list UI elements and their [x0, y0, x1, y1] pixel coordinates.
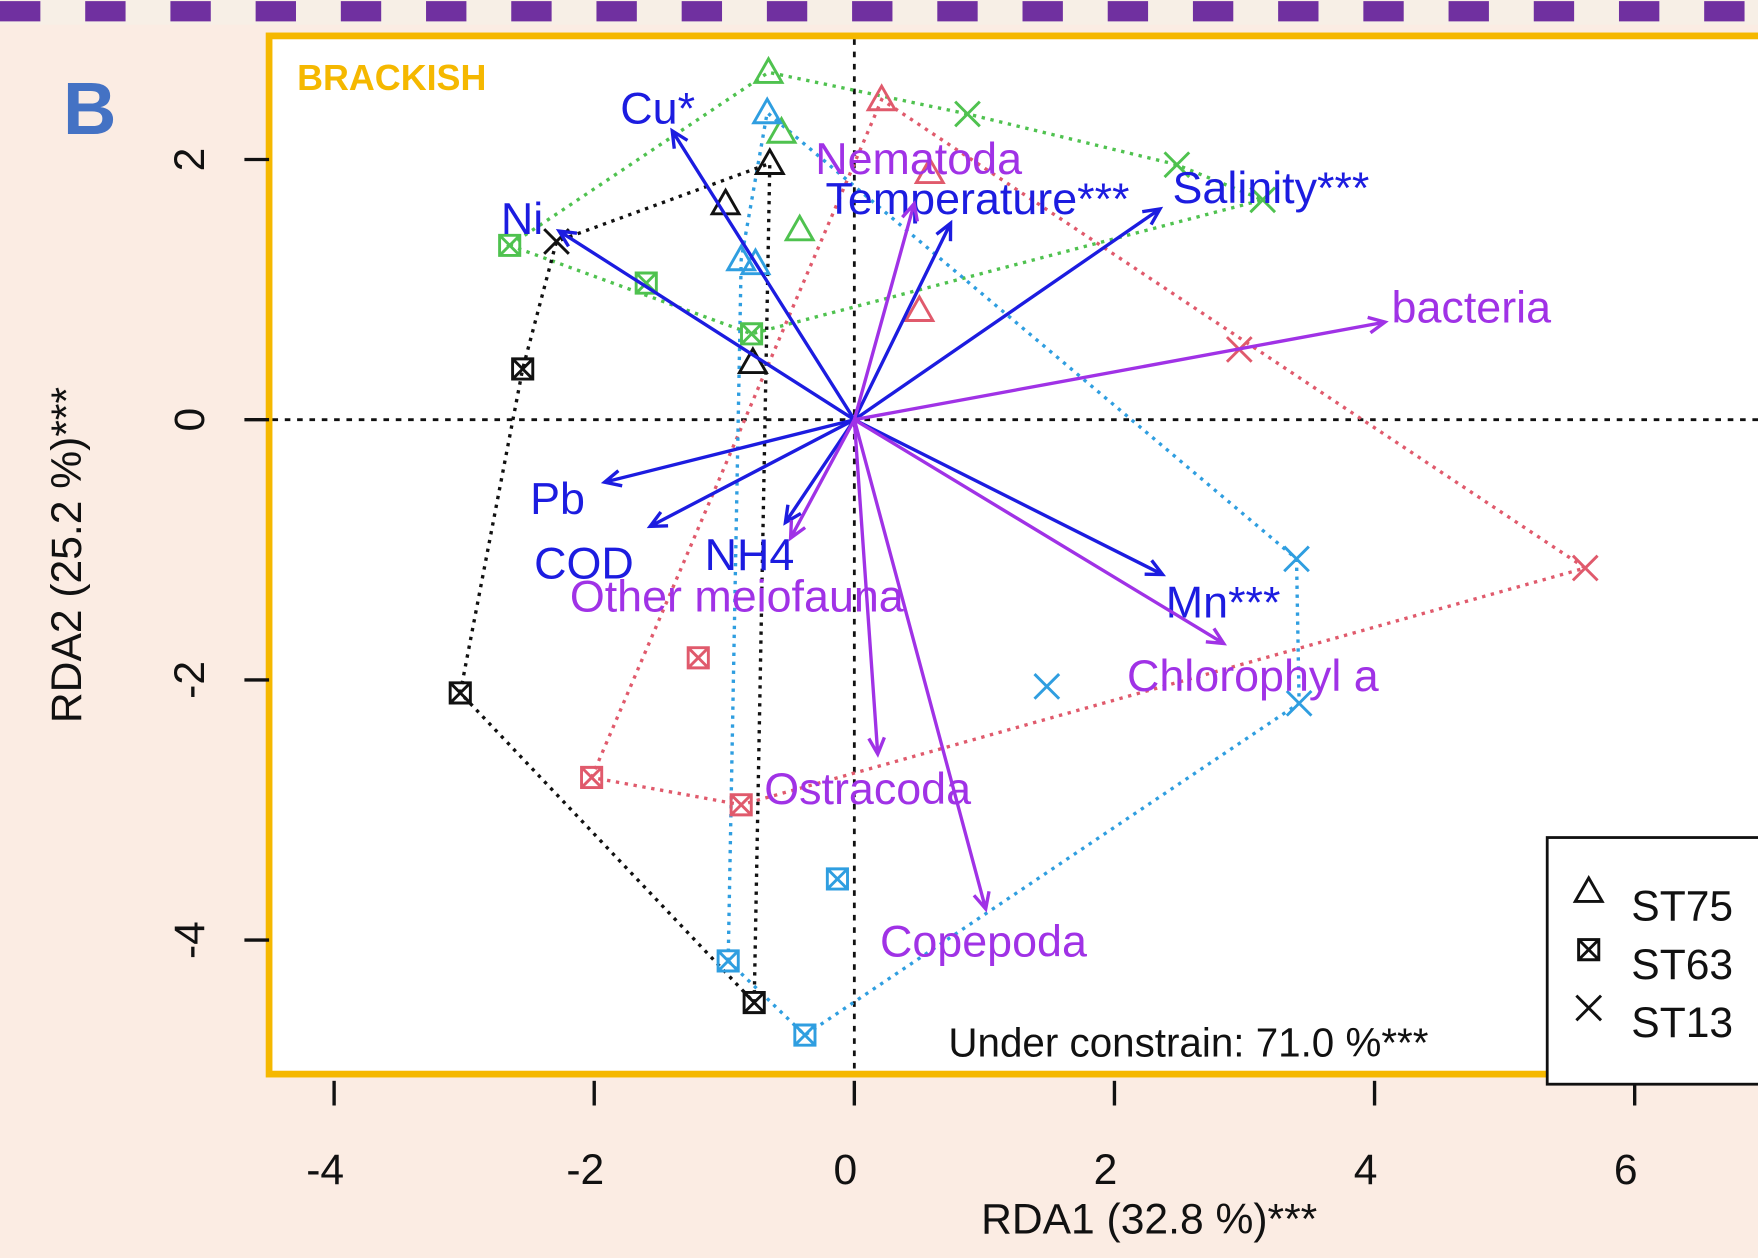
point	[913, 156, 946, 185]
legend-label: ST63	[1631, 941, 1733, 989]
plot-frame	[265, 32, 1758, 1078]
point	[716, 949, 740, 973]
point	[954, 100, 981, 128]
point	[793, 1023, 817, 1047]
point	[448, 681, 472, 705]
legend: ST75 ST63 ST13	[1545, 836, 1758, 1086]
point	[1571, 554, 1599, 582]
y-tick-label: 2	[166, 148, 214, 172]
vector-arrow	[788, 418, 856, 542]
vector-arrow	[852, 419, 991, 913]
point	[1163, 151, 1191, 179]
point	[865, 83, 898, 112]
legend-marker	[1575, 994, 1603, 1022]
vector-label: Temperature***	[825, 173, 1129, 224]
vector-arrow	[853, 418, 1167, 577]
chart-title: BRACKISH	[297, 58, 486, 98]
vector-label: Ni	[501, 193, 543, 244]
point	[686, 646, 710, 670]
point	[742, 991, 766, 1015]
point	[1283, 545, 1310, 573]
group-hull	[458, 160, 772, 1007]
vector-label: Pb	[530, 473, 585, 524]
vector-label: Salinity***	[1173, 162, 1370, 213]
vector-arrow	[853, 418, 1228, 646]
point	[753, 147, 786, 175]
vector-label: Copepoda	[880, 916, 1087, 967]
point	[740, 322, 764, 346]
point	[725, 243, 758, 272]
point	[765, 115, 798, 144]
y-axis-title: RDA2 (25.2 %)***	[43, 387, 91, 723]
vector-arrow	[852, 200, 920, 421]
x-tick-label: 2	[1094, 1146, 1118, 1194]
legend-label: ST13	[1631, 999, 1733, 1047]
legend-label: ST75	[1631, 883, 1733, 931]
vector-arrow	[854, 315, 1389, 422]
point	[1033, 673, 1061, 700]
vector-label: NH4	[705, 529, 795, 580]
point	[752, 55, 785, 84]
vector-arrow	[852, 219, 953, 421]
y-tick-label: -2	[166, 661, 214, 699]
point	[1249, 186, 1277, 214]
point	[825, 867, 849, 891]
vector-arrow	[852, 419, 886, 758]
vector-label: COD	[534, 538, 634, 589]
point	[729, 793, 753, 817]
x-axis-title: RDA1 (32.8 %)***	[981, 1195, 1317, 1243]
vector-label: Nematoda	[815, 133, 1022, 184]
annotation: Under constrain: 71.0 %***	[948, 1020, 1428, 1066]
point	[498, 233, 522, 257]
x-tick-label: 6	[1614, 1146, 1638, 1194]
y-tick-label: -4	[166, 921, 214, 959]
vector-label: Ostracoda	[764, 763, 971, 814]
x-tick-label: -4	[306, 1146, 344, 1194]
legend-marker	[1572, 874, 1605, 903]
point	[511, 357, 535, 381]
x-tick-label: -2	[566, 1146, 604, 1194]
vector-label: Cu*	[620, 83, 695, 134]
point	[580, 765, 604, 790]
x-tick-label: 4	[1354, 1146, 1378, 1194]
vector-arrow	[646, 418, 856, 529]
point	[751, 96, 784, 125]
point	[783, 213, 816, 242]
vector-arrow	[670, 127, 856, 421]
x-tick-label: 0	[834, 1146, 858, 1194]
vector-label: Other meiofauna	[570, 571, 904, 622]
vector-arrow	[600, 418, 855, 488]
legend-marker	[1577, 938, 1601, 962]
point	[739, 247, 772, 276]
point	[1285, 689, 1313, 717]
y-tick-label: 0	[166, 408, 214, 432]
vector-arrow	[783, 418, 856, 526]
panel-label: B	[63, 67, 116, 150]
vector-label: bacteria	[1392, 282, 1552, 333]
point	[903, 294, 936, 322]
vector-arrow	[555, 228, 856, 422]
vector-arrow	[853, 206, 1164, 422]
vector-label: Chlorophyl a	[1127, 650, 1379, 701]
